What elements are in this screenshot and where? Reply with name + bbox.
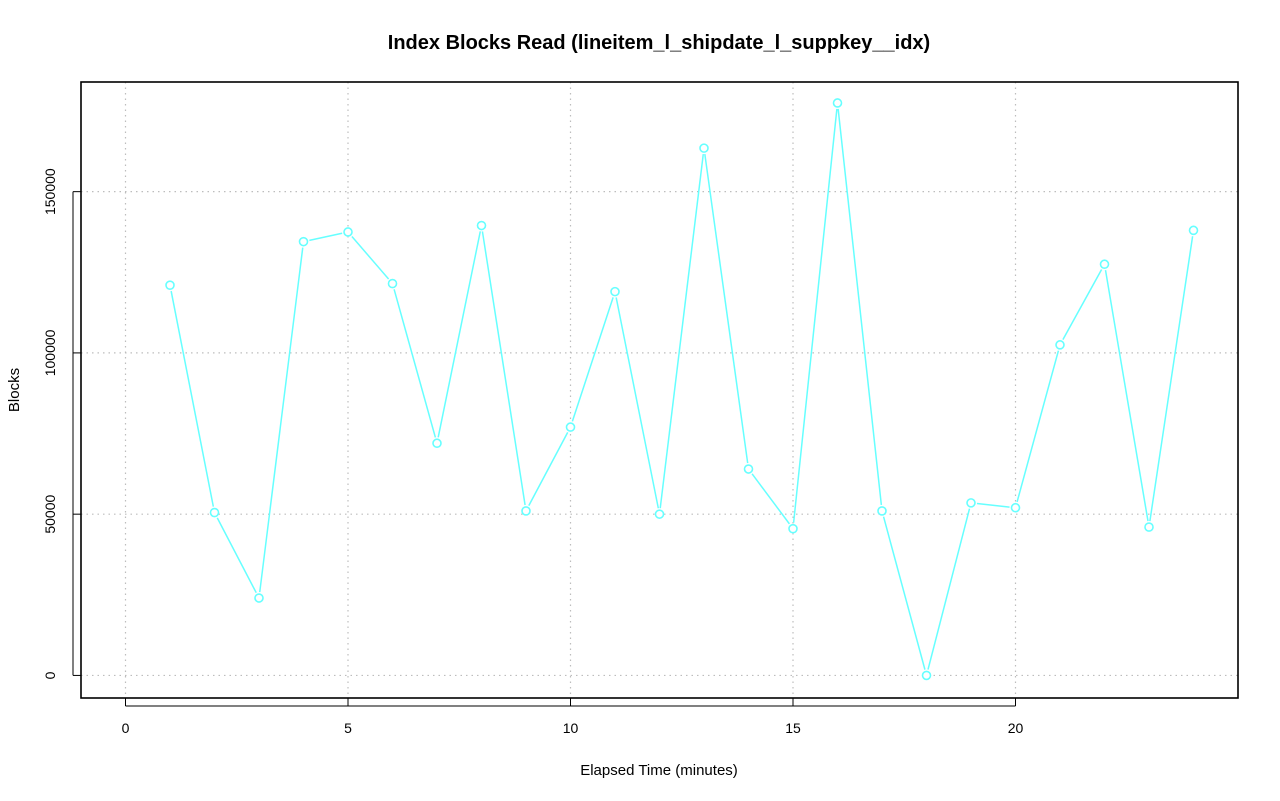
series-line-segment (1104, 270, 1149, 522)
data-point (209, 507, 220, 518)
grid (81, 82, 1238, 698)
series-line-segment (170, 290, 215, 507)
series-line-segment (351, 236, 390, 280)
data-point (343, 227, 353, 237)
series-line-segment (1149, 236, 1194, 522)
series-line-segment (927, 508, 971, 670)
x-tick-label: 15 (785, 720, 801, 736)
x-tick-label: 10 (563, 720, 579, 736)
series-line-segment (216, 517, 257, 594)
series-line-segment (1016, 350, 1060, 503)
data-point (877, 506, 887, 516)
series-line-segment (882, 516, 926, 670)
data-point (1055, 340, 1065, 350)
data-point (387, 278, 398, 289)
data-point (832, 98, 843, 108)
series-line-segment (615, 297, 660, 509)
data-point (699, 143, 709, 153)
data-point (521, 506, 531, 516)
series-line-segment (704, 153, 749, 464)
data-point (565, 422, 576, 432)
data-point (743, 464, 754, 474)
data-point (1144, 522, 1154, 532)
series-line-segment (659, 153, 705, 509)
y-axis-label: Blocks (6, 368, 23, 412)
x-tick-label: 5 (344, 720, 352, 736)
x-tick-label: 0 (122, 720, 130, 736)
data-point (1010, 502, 1021, 513)
data-point (1188, 225, 1199, 236)
x-tick-label: 20 (1008, 720, 1024, 736)
series-line-segment (837, 108, 883, 506)
y-tick-label: 0 (42, 671, 58, 679)
data-point (432, 438, 442, 449)
data-point (654, 509, 665, 519)
y-tick-label: 150000 (42, 168, 58, 215)
data-point (254, 593, 264, 603)
series-line-segment (751, 473, 791, 525)
x-axis-label: Elapsed Time (minutes) (580, 762, 738, 779)
data-point (966, 498, 976, 508)
series-line-segment (1062, 269, 1103, 340)
x-axis: 0 5 10 15 20 (122, 698, 1024, 736)
series-line-segment (258, 247, 304, 593)
y-axis: 0 50000 100000 150000 (42, 168, 81, 679)
series-line-segment (481, 231, 526, 506)
data-point (298, 236, 309, 247)
plot-frame (80, 81, 1239, 699)
y-tick-label: 100000 (42, 329, 58, 376)
data-point (476, 220, 487, 231)
data-point (165, 280, 175, 290)
data-point (788, 523, 798, 534)
y-tick-label: 50000 (42, 494, 58, 533)
series-line-segment (792, 108, 838, 523)
series-line-segment (393, 289, 437, 438)
chart-title: Index Blocks Read (lineitem_l_shipdate_l… (388, 32, 930, 54)
series-line-segment (309, 232, 343, 242)
series-line-segment (571, 297, 614, 422)
series-layer (165, 98, 1199, 681)
series-line-segment (437, 231, 482, 438)
data-point (610, 286, 620, 297)
data-point (921, 670, 932, 681)
series-line-segment (976, 502, 1010, 508)
data-point (1099, 259, 1110, 270)
series-line-segment (528, 432, 569, 506)
